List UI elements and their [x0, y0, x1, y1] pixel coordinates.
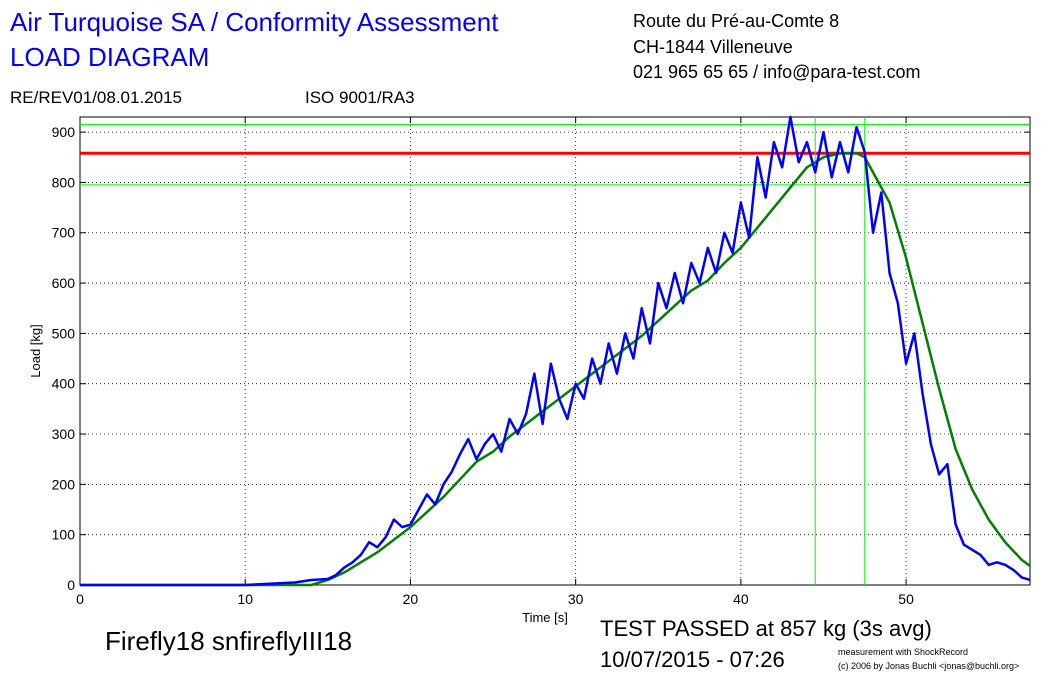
x-tick-label: 10	[237, 591, 253, 607]
credits: (c) 2006 by Jonas Buchli <jonas@buchli.o…	[838, 661, 1019, 671]
x-tick-label: 40	[733, 591, 749, 607]
y-tick-label: 600	[52, 275, 76, 291]
y-tick-label: 0	[67, 577, 75, 593]
y-tick-label: 200	[52, 476, 76, 492]
x-tick-label: 30	[568, 591, 584, 607]
y-tick-label: 300	[52, 426, 76, 442]
address-line: Route du Pré-au-Comte 8	[633, 11, 839, 31]
address-line: 021 965 65 65 / info@para-test.com	[633, 62, 920, 82]
data-line	[80, 151, 1031, 587]
x-axis-label: Time [s]	[522, 610, 568, 625]
plot-frame	[79, 116, 1031, 586]
y-tick-label: 900	[52, 124, 76, 140]
y-tick-label: 700	[52, 225, 76, 241]
y-tick-label: 400	[52, 376, 76, 392]
y-tick-label: 100	[52, 527, 76, 543]
y-axis-label: Load [kg]	[28, 324, 43, 378]
timestamp: 10/07/2015 - 07:26	[600, 647, 785, 672]
revision: RE/REV01/08.01.2015	[10, 88, 182, 107]
sample-name: Firefly18 snfireflyIII18	[105, 626, 352, 656]
y-tick-label: 500	[52, 325, 76, 341]
credits: measurement with ShockRecord	[838, 647, 968, 657]
plot-area: 0 100 200 300 400 500 600 700 800 900 0 10 20 30 40 50	[52, 115, 1031, 607]
x-tick-label: 50	[898, 591, 914, 607]
chart-title: Air Turquoise SA / Conformity Assessment	[10, 7, 499, 37]
standard: ISO 9001/RA3	[305, 88, 415, 107]
address-line: CH-1844 Villeneuve	[633, 37, 793, 57]
chart-subtitle: LOAD DIAGRAM	[10, 42, 209, 72]
result: TEST PASSED at 857 kg (3s avg)	[600, 616, 932, 641]
x-tick-label: 20	[403, 591, 419, 607]
y-tick-label: 800	[52, 174, 76, 190]
data-line	[80, 115, 1031, 587]
x-tick-label: 0	[76, 591, 84, 607]
